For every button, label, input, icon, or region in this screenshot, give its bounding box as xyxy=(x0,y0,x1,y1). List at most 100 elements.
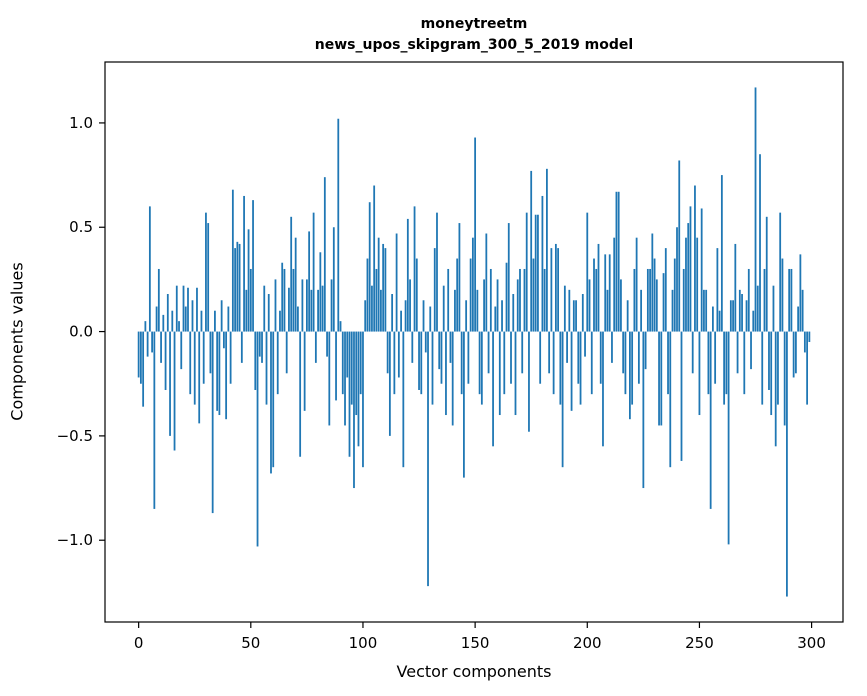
bar xyxy=(734,243,737,332)
bar xyxy=(568,289,571,332)
bar xyxy=(366,258,369,332)
bar xyxy=(424,331,427,353)
bar xyxy=(559,331,562,405)
bar xyxy=(254,331,257,390)
bar xyxy=(202,331,205,384)
bar xyxy=(359,331,362,395)
bar xyxy=(736,331,739,374)
bar xyxy=(406,218,409,332)
bar xyxy=(599,331,602,384)
bar xyxy=(575,300,577,332)
bar xyxy=(606,289,609,332)
bar xyxy=(283,268,286,332)
bar xyxy=(532,258,535,332)
bar xyxy=(395,233,398,332)
bar xyxy=(205,212,207,332)
bar xyxy=(514,331,517,416)
bar xyxy=(227,306,230,332)
bar xyxy=(451,331,454,426)
bar xyxy=(344,331,346,426)
bar xyxy=(808,331,811,342)
bar xyxy=(790,268,793,332)
bar xyxy=(546,168,548,332)
bar xyxy=(449,331,452,363)
bar xyxy=(552,331,555,395)
bar xyxy=(267,294,270,332)
bar xyxy=(214,310,216,332)
bar xyxy=(613,237,616,332)
bar xyxy=(139,331,142,384)
bar xyxy=(142,331,145,407)
bar xyxy=(750,331,752,370)
bar xyxy=(231,189,234,332)
bar xyxy=(157,268,160,332)
bar xyxy=(182,285,185,332)
bar xyxy=(151,331,153,353)
bar xyxy=(303,331,306,411)
bar xyxy=(216,331,219,411)
bar xyxy=(792,331,795,378)
bar xyxy=(516,279,519,332)
bar xyxy=(489,268,492,332)
bar xyxy=(247,229,250,332)
bar xyxy=(469,258,472,332)
bar xyxy=(225,331,228,420)
bar xyxy=(685,237,687,332)
bar xyxy=(550,248,553,332)
bar xyxy=(357,331,360,447)
bar xyxy=(288,287,290,332)
bar xyxy=(680,331,683,461)
bar xyxy=(301,279,304,332)
bar xyxy=(525,212,528,332)
bar xyxy=(240,331,243,363)
bar xyxy=(741,294,743,332)
bar xyxy=(148,206,151,332)
bar xyxy=(310,289,313,332)
bar xyxy=(763,268,766,332)
bar xyxy=(207,223,210,332)
bar xyxy=(321,285,324,332)
bar xyxy=(418,331,420,390)
bar xyxy=(380,289,382,332)
bar xyxy=(557,248,560,332)
bar xyxy=(707,331,710,395)
bar xyxy=(339,321,342,332)
bar xyxy=(678,160,681,332)
bar xyxy=(350,331,353,405)
x-tick-label: 50 xyxy=(241,634,260,652)
bar xyxy=(476,289,479,332)
bar xyxy=(649,268,651,332)
bar xyxy=(783,331,786,426)
bar xyxy=(590,331,593,395)
bar xyxy=(765,216,768,332)
bar xyxy=(745,300,748,332)
bar xyxy=(458,223,461,332)
bar xyxy=(413,206,416,332)
bar xyxy=(712,306,714,332)
y-tick-label: −1.0 xyxy=(57,531,93,549)
x-axis-label: Vector components xyxy=(396,662,552,681)
bar xyxy=(611,331,613,363)
bar xyxy=(637,331,640,384)
bar xyxy=(261,331,263,363)
x-tick-label: 100 xyxy=(349,634,378,652)
bar xyxy=(332,227,335,332)
bar xyxy=(723,331,726,405)
bar xyxy=(671,289,674,332)
bar xyxy=(346,331,349,378)
bar xyxy=(788,268,791,332)
bar xyxy=(162,314,165,332)
bar xyxy=(355,331,358,416)
bar xyxy=(209,331,212,374)
bar xyxy=(687,223,690,332)
bar xyxy=(169,331,171,436)
bar xyxy=(137,331,140,378)
bar xyxy=(258,331,261,357)
bar xyxy=(328,331,331,426)
bar xyxy=(747,268,750,332)
chart-title-line1: moneytreetm xyxy=(420,16,528,32)
bar xyxy=(537,214,539,332)
bar xyxy=(438,331,441,370)
bar xyxy=(478,331,481,395)
bar xyxy=(635,237,638,332)
